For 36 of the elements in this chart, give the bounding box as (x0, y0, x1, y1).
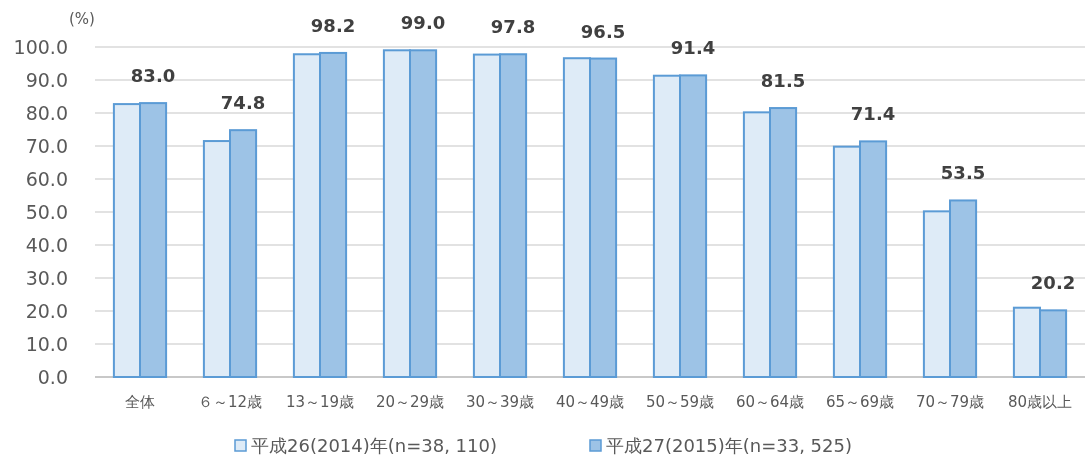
x-tick-label: ６～12歳 (197, 393, 263, 411)
y-tick-label: 60.0 (25, 168, 68, 190)
data-label: 20.2 (1030, 272, 1076, 294)
y-tick-label: 30.0 (25, 267, 68, 289)
data-label: 96.5 (580, 20, 626, 42)
data-label: 98.2 (310, 14, 356, 36)
legend-label: 平成26(2014)年(n=38, 110) (251, 435, 497, 456)
x-tick-label: 40～49歳 (555, 393, 625, 411)
y-tick-label: 10.0 (25, 333, 68, 355)
data-label: 71.4 (850, 103, 896, 125)
y-tick-label: 100.0 (13, 36, 68, 58)
data-label: 97.8 (490, 16, 536, 38)
data-label: 91.4 (670, 37, 716, 59)
x-tick-label: 80歳以上 (1007, 393, 1073, 411)
data-label: 74.8 (220, 92, 266, 114)
x-tick-label: 13～19歳 (285, 393, 355, 411)
y-tick-label: 0.0 (37, 366, 68, 388)
y-tick-label: 40.0 (25, 234, 68, 256)
x-tick-label: 全体 (125, 393, 155, 411)
y-axis-title: (%) (69, 10, 95, 28)
y-tick-label: 80.0 (25, 102, 68, 124)
data-label: 81.5 (760, 70, 806, 92)
y-tick-label: 70.0 (25, 135, 68, 157)
data-label: 53.5 (940, 162, 986, 184)
data-label: 99.0 (400, 12, 446, 34)
x-tick-label: 20～29歳 (375, 393, 445, 411)
y-tick-label: 20.0 (25, 300, 68, 322)
data-label: 83.0 (130, 65, 176, 87)
x-tick-label: 60～64歳 (735, 393, 805, 411)
x-tick-label: 70～79歳 (915, 393, 985, 411)
x-tick-label: 30～39歳 (465, 393, 535, 411)
y-tick-label: 50.0 (25, 201, 68, 223)
x-tick-label: 65～69歳 (825, 393, 895, 411)
legend-label: 平成27(2015)年(n=33, 525) (606, 435, 852, 456)
y-tick-label: 90.0 (25, 69, 68, 91)
x-tick-label: 50～59歳 (645, 393, 715, 411)
